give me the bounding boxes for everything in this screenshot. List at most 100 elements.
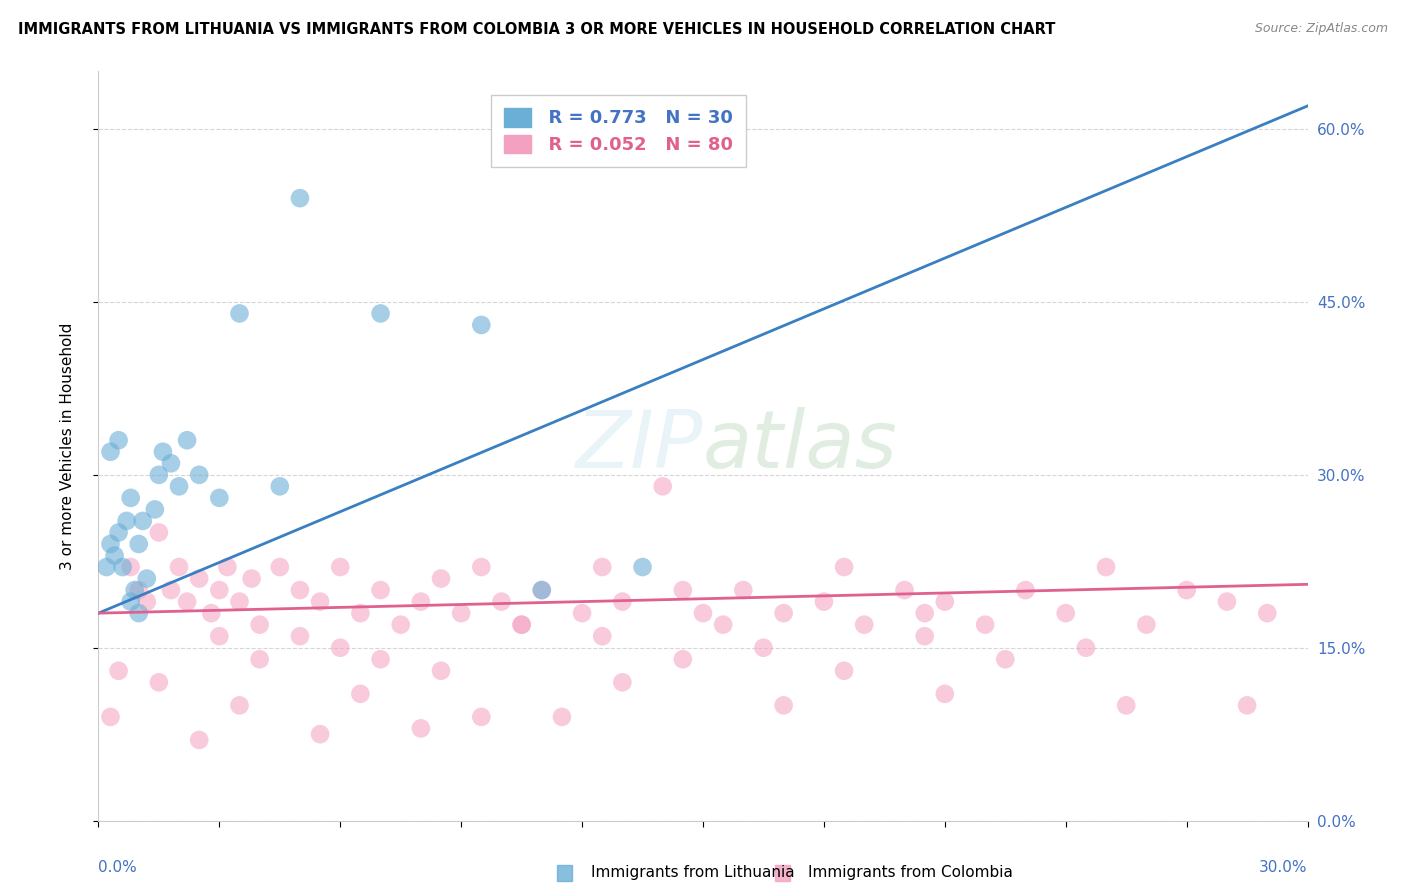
Point [974,617,997,632]
Point [240,572,263,586]
Point [103,549,125,563]
Point [832,560,855,574]
Point [167,560,190,574]
Text: 30.0%: 30.0% [1260,860,1308,874]
Point [217,560,239,574]
Point [107,434,129,448]
Point [128,583,150,598]
Point [1054,606,1077,620]
Point [692,606,714,620]
Point [148,467,170,482]
Point [309,594,332,608]
Point [120,594,142,608]
Point [470,318,492,332]
Point [160,583,183,598]
Point [128,537,150,551]
Point [115,514,138,528]
Point [832,664,855,678]
Point [612,675,634,690]
Point [530,583,553,598]
Point [470,710,492,724]
Point [329,640,352,655]
Point [772,698,794,713]
Point [934,594,956,608]
Point [752,640,775,655]
Point [176,594,198,608]
Point [409,722,432,736]
Point [269,479,291,493]
Point [200,606,222,620]
Point [1074,640,1097,655]
Point [176,434,198,448]
Point [120,491,142,505]
Point [370,583,392,598]
Point [733,583,755,598]
Point [188,733,211,747]
Point [893,583,915,598]
Point [1175,583,1198,598]
Point [288,583,311,598]
Text: ZIP: ZIP [575,407,703,485]
Point [228,306,250,320]
Point [409,594,432,608]
Point [188,572,211,586]
Point [269,560,291,574]
Point [772,606,794,620]
Point [591,629,613,643]
Point [430,572,453,586]
Point [107,525,129,540]
Point [1095,560,1118,574]
Point [135,572,157,586]
Point [934,687,956,701]
Point [530,583,553,598]
Point [1216,594,1239,608]
Point [100,710,122,724]
Point [672,652,695,666]
Point [711,617,734,632]
Point [551,710,574,724]
Point [1135,617,1157,632]
Point [208,491,231,505]
Point [160,456,183,470]
Point [132,514,155,528]
Point [111,560,134,574]
Point [309,727,332,741]
Point [148,675,170,690]
Point [651,479,673,493]
Point [288,629,311,643]
Point [208,583,231,598]
Point [994,652,1017,666]
Point [249,652,271,666]
Point [135,594,157,608]
Point [288,191,311,205]
Bar [557,865,572,881]
Point [470,560,492,574]
Point [853,617,876,632]
Point [672,583,695,598]
Point [228,698,250,713]
Point [591,560,613,574]
Point [188,467,211,482]
Point [450,606,472,620]
Point [389,617,412,632]
Point [100,537,122,551]
Point [349,606,371,620]
Point [1014,583,1036,598]
Point [571,606,593,620]
Point [249,617,271,632]
Point [914,629,936,643]
Point [96,560,118,574]
Point [148,525,170,540]
Point [143,502,166,516]
Legend:   R = 0.773   N = 30,   R = 0.052   N = 80: R = 0.773 N = 30, R = 0.052 N = 80 [491,95,745,167]
Point [124,583,146,598]
Point [128,606,150,620]
Point [510,617,533,632]
Point [491,594,513,608]
Point [510,617,533,632]
Text: atlas: atlas [703,407,898,485]
Point [120,560,142,574]
Point [208,629,231,643]
Point [430,664,453,678]
Point [370,306,392,320]
